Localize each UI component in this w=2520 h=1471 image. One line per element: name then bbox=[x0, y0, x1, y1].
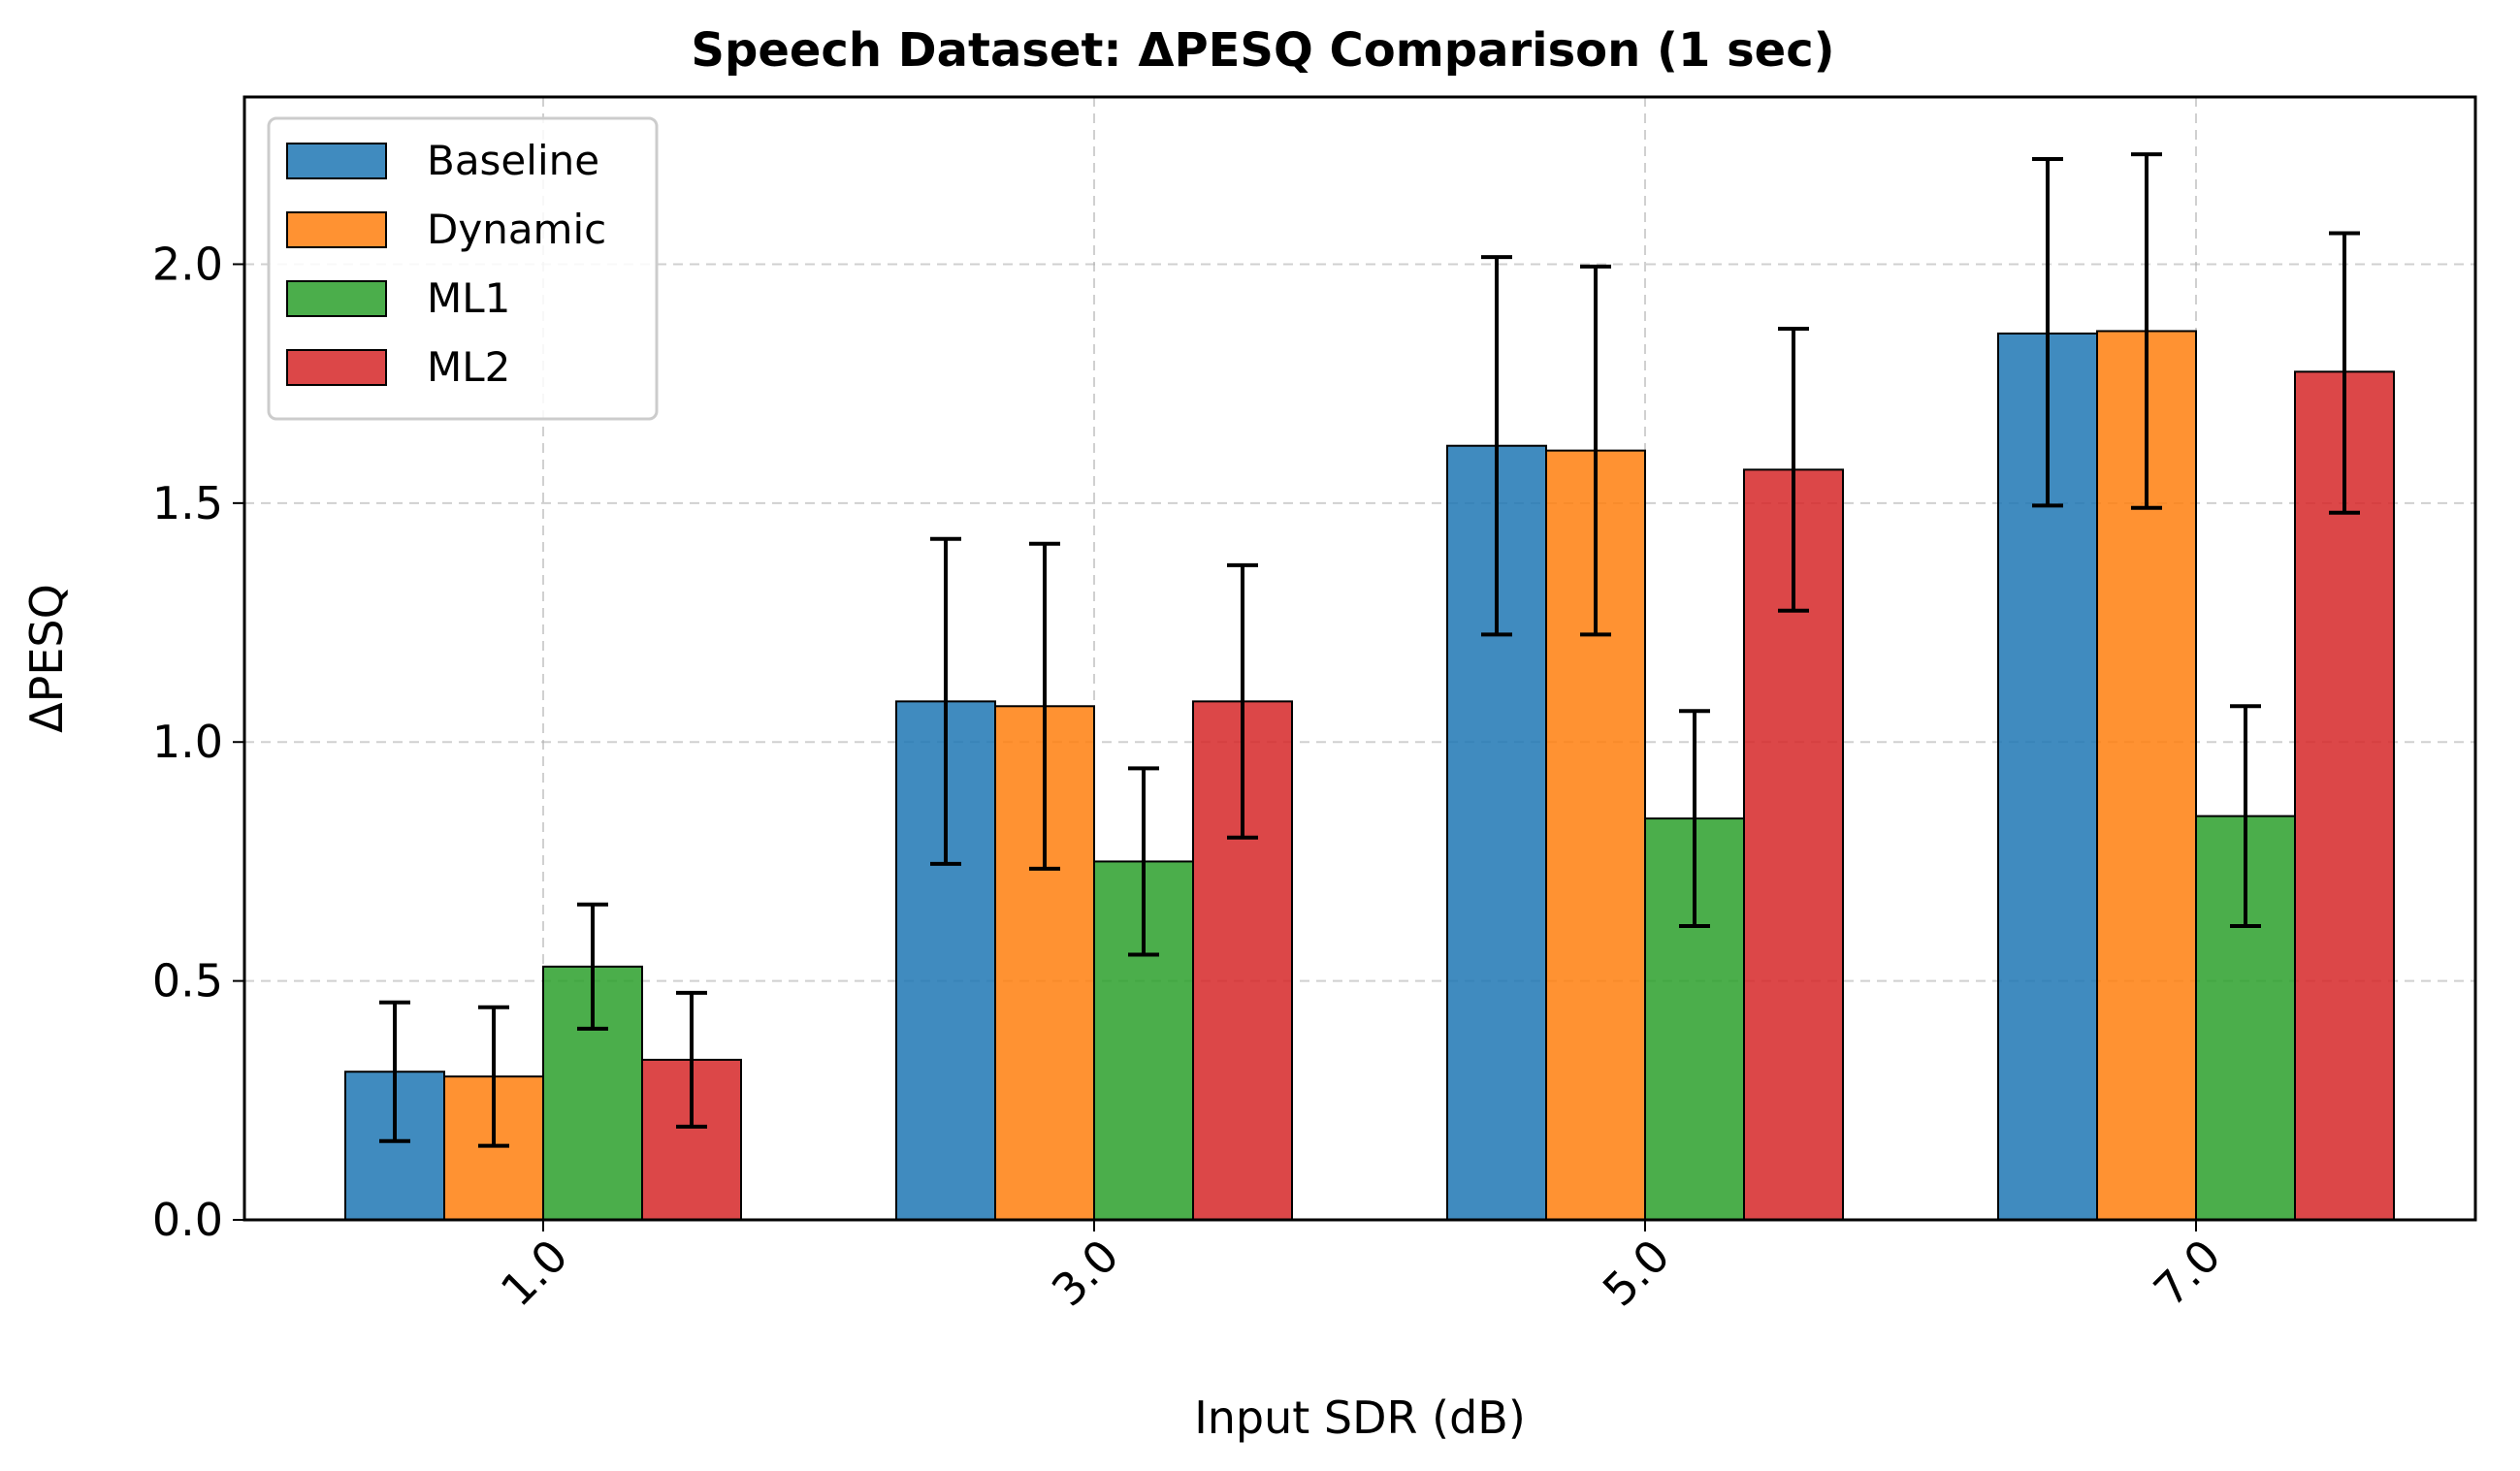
x-tick-label: 1.0 bbox=[491, 1230, 578, 1317]
x-axis-label: Input SDR (dB) bbox=[1194, 1391, 1526, 1444]
x-tick-label: 3.0 bbox=[1042, 1230, 1129, 1317]
y-tick-label: 0.0 bbox=[152, 1194, 223, 1246]
legend-swatch bbox=[286, 143, 387, 179]
plot-frame bbox=[242, 95, 2477, 1222]
x-tick-label: 5.0 bbox=[1593, 1230, 1680, 1317]
bars bbox=[344, 330, 2395, 1222]
legend-label: ML2 bbox=[427, 343, 510, 391]
legend-label: Baseline bbox=[427, 137, 599, 184]
y-tick-label: 1.0 bbox=[152, 716, 223, 768]
x-tick-label: 7.0 bbox=[2144, 1230, 2231, 1317]
error-bars bbox=[379, 152, 2360, 1148]
legend-swatch bbox=[286, 280, 387, 317]
legend-label: ML1 bbox=[427, 274, 510, 322]
chart-title: Speech Dataset: ΔPESQ Comparison (1 sec) bbox=[691, 23, 1834, 78]
x-axis-ticks: 1.0 3.0 5.0 7.0 bbox=[491, 1220, 2231, 1317]
legend-label: Dynamic bbox=[427, 206, 606, 253]
y-tick-label: 1.5 bbox=[152, 477, 223, 529]
legend: Baseline Dynamic ML1 ML2 bbox=[267, 116, 659, 421]
y-tick-label: 2.0 bbox=[152, 238, 223, 290]
y-tick-label: 0.5 bbox=[152, 955, 223, 1007]
y-axis-ticks: 0.0 0.5 1.0 1.5 2.0 bbox=[152, 238, 244, 1246]
legend-swatch bbox=[286, 349, 387, 386]
legend-frame bbox=[267, 116, 659, 421]
legend-swatch bbox=[286, 211, 387, 248]
y-axis-label: ΔPESQ bbox=[20, 584, 73, 733]
